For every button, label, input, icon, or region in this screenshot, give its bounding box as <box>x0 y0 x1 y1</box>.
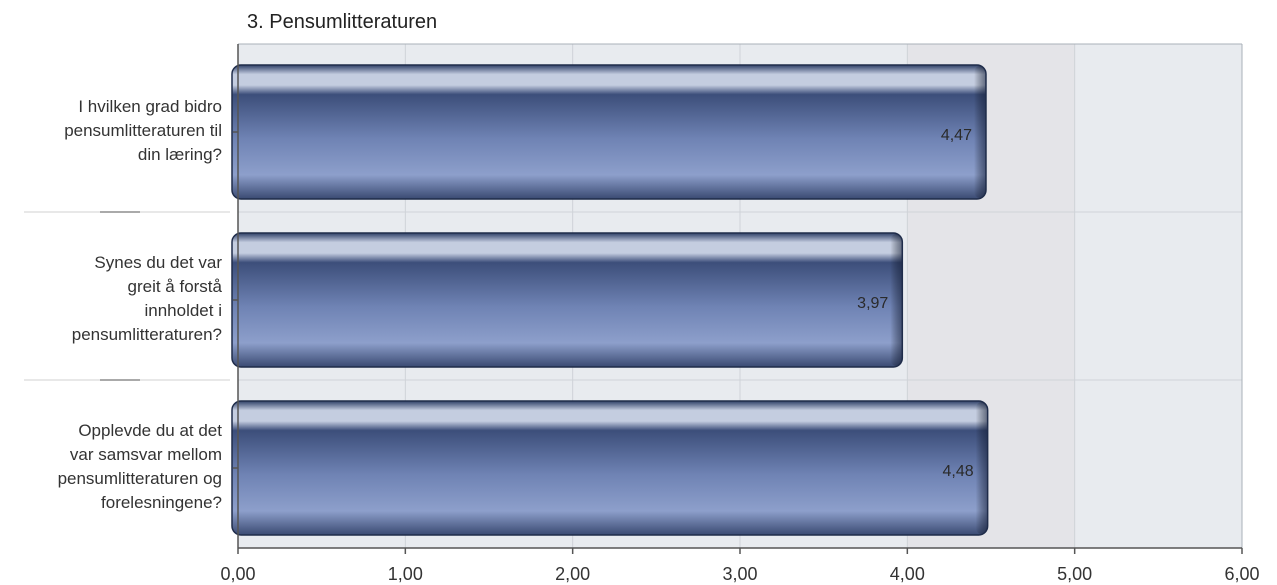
x-tick-label: 2,00 <box>555 564 590 584</box>
bar-value-label: 4,48 <box>943 463 974 480</box>
x-tick-label: 0,00 <box>220 564 255 584</box>
bar <box>232 233 903 367</box>
x-tick-label: 1,00 <box>388 564 423 584</box>
bar-group: 4,48 <box>231 400 989 536</box>
bar-outline <box>231 232 904 368</box>
bar-group: 4,47 <box>231 64 987 200</box>
x-tick-label: 4,00 <box>890 564 925 584</box>
bar-outline <box>231 64 987 200</box>
bar-value-label: 4,47 <box>941 127 972 144</box>
bar-group: 3,97 <box>231 232 904 368</box>
bar <box>232 401 988 535</box>
x-tick-label: 3,00 <box>722 564 757 584</box>
chart-title: 3. Pensumlitteraturen <box>247 11 438 33</box>
x-tick-labels: 0,00 1,00 2,00 3,00 4,00 5,00 6,00 <box>220 548 1260 584</box>
category-label: Opplevde du at det var samsvar mellom pe… <box>57 421 222 512</box>
bars: 4,47 3,97 4,48 <box>231 64 989 536</box>
x-tick-label: 6,00 <box>1224 564 1259 584</box>
bar-cap <box>890 234 903 366</box>
x-tick-label: 5,00 <box>1057 564 1092 584</box>
bar-value-label: 3,97 <box>857 295 888 312</box>
category-label: Synes du det var greit å forstå innholde… <box>71 253 222 344</box>
category-label: I hvilken grad bidro pensumlitteraturen … <box>64 97 222 164</box>
bar-cap <box>973 66 986 198</box>
bar <box>232 65 986 199</box>
bar-outline <box>231 400 989 536</box>
bar-cap <box>975 402 988 534</box>
